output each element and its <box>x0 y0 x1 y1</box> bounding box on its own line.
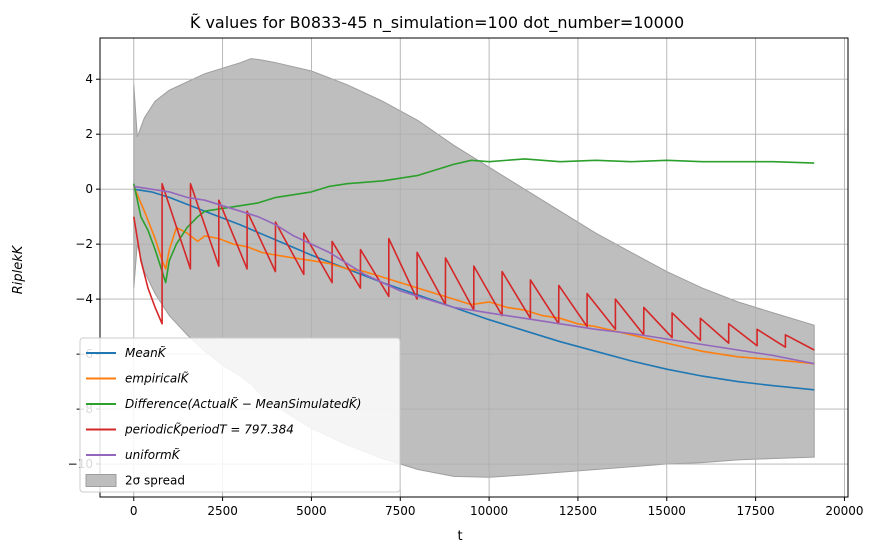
series-line-2 <box>133 186 815 365</box>
x-tick-label: 20000 <box>825 504 863 518</box>
x-axis-label: t <box>457 529 462 544</box>
x-tick-label: 17500 <box>737 504 775 518</box>
y-tick-label: 2 <box>85 127 93 141</box>
x-tick-label: 5000 <box>296 504 327 518</box>
series-line-5 <box>133 185 815 365</box>
x-tick-label: 10000 <box>470 504 508 518</box>
legend-label-4: periodicK̃periodT = 797.384 <box>124 422 294 436</box>
legend-label-2: empiricalK̃ <box>125 371 190 385</box>
y-tick-label: −2 <box>75 237 93 251</box>
axes-frame <box>99 37 849 498</box>
legend: MeanK̃ empiricalK̃ Difference(ActualK̃ − M… <box>79 337 401 493</box>
x-tick-label: 0 <box>130 504 138 518</box>
legend-label-1: MeanK̃ <box>125 346 167 360</box>
x-tick-label: 7500 <box>385 504 416 518</box>
x-tick-label: 2500 <box>207 504 238 518</box>
legend-swatch-band <box>85 474 117 487</box>
legend-label-3: Difference(ActualK̃ − MeanSimulatedK̃) <box>125 397 361 411</box>
chart-title: K̃ values for B0833-45 n_simulation=100 … <box>190 13 684 33</box>
x-tick-label: 15000 <box>648 504 686 518</box>
legend-box <box>79 337 401 493</box>
x-tick-label: 12500 <box>559 504 597 518</box>
y-tick-label: 4 <box>85 72 93 86</box>
y-tick-label: 0 <box>85 182 93 196</box>
legend-label-5: uniformK̃ <box>125 448 181 462</box>
series-line-4 <box>133 182 815 351</box>
y-axis-label: RiplekK <box>11 244 26 294</box>
legend-label-band: 2σ spread <box>125 474 185 488</box>
y-tick-label: −4 <box>75 292 93 306</box>
series-line-3 <box>133 158 815 284</box>
